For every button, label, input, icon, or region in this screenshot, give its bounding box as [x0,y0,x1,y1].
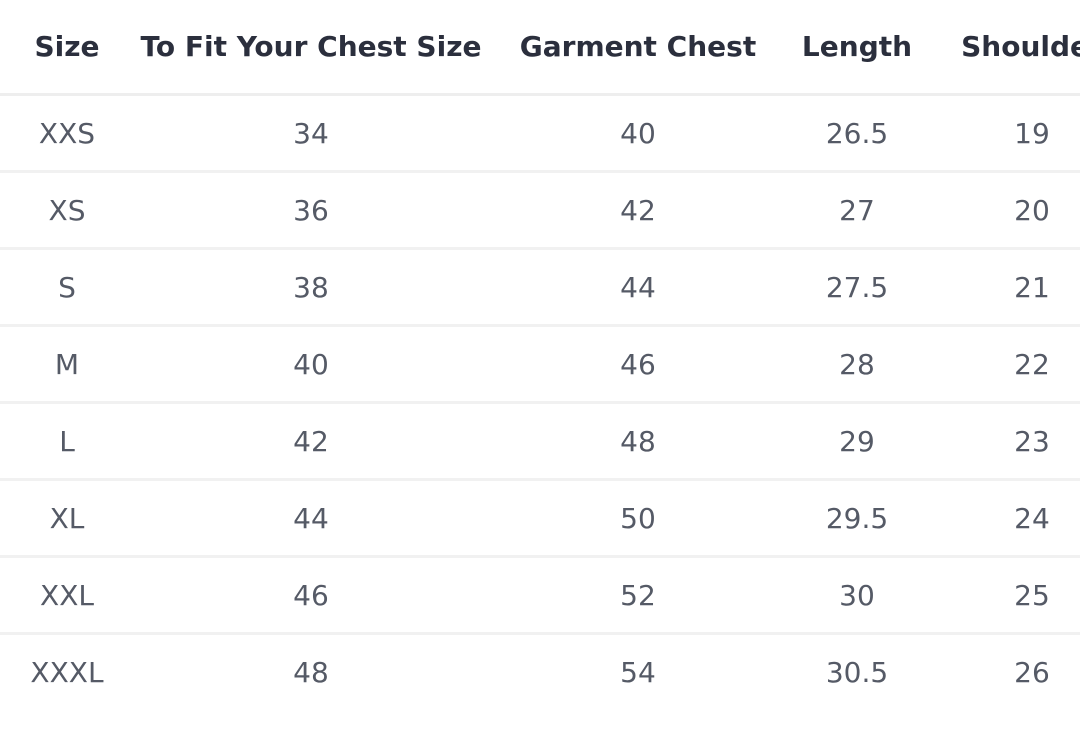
measurement-cell: 34 [134,94,488,173]
measurement-cell: 44 [488,248,788,327]
table-row: XXS 34 40 26.5 19 [0,94,1080,173]
size-cell: XL [0,479,134,558]
column-header: Garment Chest [488,0,788,96]
table-row: M 40 46 28 22 [0,325,1080,404]
table-row: XL 44 50 29.5 24 [0,479,1080,558]
measurement-cell: 26 [1014,655,1050,689]
table-row: XXXL 48 54 30.5 26 [0,634,1080,710]
measurement-cell: 27 [788,171,926,250]
size-cell: XXXL [30,655,104,689]
measurement-cell: 29.5 [788,479,926,558]
measurement-cell: 38 [134,248,488,327]
column-header: Shoulder [926,0,1080,96]
size-cell: L [0,402,134,481]
measurement-cell: 25 [926,556,1080,635]
measurement-cell: 19 [926,94,1080,173]
table-row: L 42 48 29 23 [0,402,1080,481]
measurement-cell: 48 [488,402,788,481]
table-row: XXL 46 52 30 25 [0,556,1080,635]
column-header: Length [788,0,926,96]
size-cell: S [0,248,134,327]
measurement-cell: 26.5 [788,94,926,173]
table-body: XXS 34 40 26.5 19 XS 36 42 27 20 S 38 44 27.5 21 M 40 46 2… [0,94,1080,710]
measurement-cell: 22 [926,325,1080,404]
size-cell: XXL [0,556,134,635]
measurement-cell: 30 [788,556,926,635]
measurement-cell: 24 [926,479,1080,558]
measurement-cell: 36 [134,171,488,250]
size-cell: XXS [0,94,134,173]
size-cell: M [0,325,134,404]
measurement-cell: 46 [488,325,788,404]
measurement-cell: 40 [488,94,788,173]
measurement-cell: 54 [620,655,656,689]
measurement-cell: 40 [134,325,488,404]
measurement-cell: 50 [488,479,788,558]
measurement-cell: 23 [926,402,1080,481]
measurement-cell: 42 [134,402,488,481]
measurement-cell: 27.5 [788,248,926,327]
size-cell: XS [0,171,134,250]
size-table: Size To Fit Your Chest Size Garment Chest L… [0,0,1080,710]
measurement-cell: 52 [488,556,788,635]
measurement-cell: 28 [788,325,926,404]
measurement-cell: 29 [788,402,926,481]
measurement-cell: 42 [488,171,788,250]
column-header: Size [0,0,134,96]
table-row: S 38 44 27.5 21 [0,248,1080,327]
measurement-cell: 30.5 [825,655,889,689]
measurement-cell: 20 [926,171,1080,250]
measurement-cell: 44 [134,479,488,558]
table-row: XS 36 42 27 20 [0,171,1080,250]
column-header: To Fit Your Chest Size [134,0,488,96]
measurement-cell: 46 [134,556,488,635]
measurement-cell: 48 [293,655,329,689]
header-row: Size To Fit Your Chest Size Garment Chest L… [0,0,1080,96]
measurement-cell: 21 [926,248,1080,327]
